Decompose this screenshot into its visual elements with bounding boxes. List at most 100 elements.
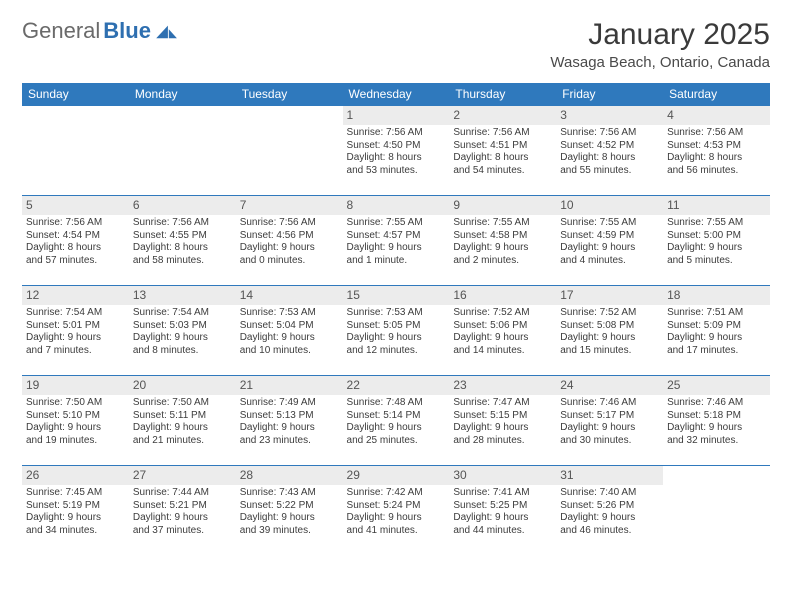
day-number: 24: [556, 376, 663, 395]
sunset-line: Sunset: 5:25 PM: [453, 500, 552, 513]
daylight-line: Daylight: 9 hoursand 10 minutes.: [240, 332, 339, 357]
sunset-line: Sunset: 5:03 PM: [133, 320, 232, 333]
sunset-line: Sunset: 5:00 PM: [667, 230, 766, 243]
calendar-day-cell: 17Sunrise: 7:52 AMSunset: 5:08 PMDayligh…: [556, 286, 663, 376]
day-number: 3: [556, 106, 663, 125]
daylight-line: Daylight: 9 hoursand 41 minutes.: [347, 512, 446, 537]
calendar-day-cell: 19Sunrise: 7:50 AMSunset: 5:10 PMDayligh…: [22, 376, 129, 466]
daylight-line: Daylight: 9 hoursand 8 minutes.: [133, 332, 232, 357]
day-header: Friday: [556, 83, 663, 106]
calendar-day-cell: 5Sunrise: 7:56 AMSunset: 4:54 PMDaylight…: [22, 196, 129, 286]
daylight-line: Daylight: 9 hoursand 46 minutes.: [560, 512, 659, 537]
sunrise-line: Sunrise: 7:56 AM: [453, 127, 552, 140]
daylight-line: Daylight: 9 hoursand 5 minutes.: [667, 242, 766, 267]
calendar-day-cell: 22Sunrise: 7:48 AMSunset: 5:14 PMDayligh…: [343, 376, 450, 466]
daylight-line: Daylight: 8 hoursand 53 minutes.: [347, 152, 446, 177]
daylight-line: Daylight: 9 hoursand 2 minutes.: [453, 242, 552, 267]
sunrise-line: Sunrise: 7:54 AM: [133, 307, 232, 320]
calendar-day-cell: .: [129, 106, 236, 196]
day-number: 11: [663, 196, 770, 215]
calendar-day-cell: 31Sunrise: 7:40 AMSunset: 5:26 PMDayligh…: [556, 466, 663, 556]
day-number: 18: [663, 286, 770, 305]
calendar-week-row: ...1Sunrise: 7:56 AMSunset: 4:50 PMDayli…: [22, 106, 770, 196]
daylight-line: Daylight: 9 hoursand 21 minutes.: [133, 422, 232, 447]
sunrise-line: Sunrise: 7:44 AM: [133, 487, 232, 500]
sunrise-line: Sunrise: 7:48 AM: [347, 397, 446, 410]
day-header: Monday: [129, 83, 236, 106]
sunrise-line: Sunrise: 7:46 AM: [667, 397, 766, 410]
calendar-day-cell: 3Sunrise: 7:56 AMSunset: 4:52 PMDaylight…: [556, 106, 663, 196]
calendar-day-cell: 20Sunrise: 7:50 AMSunset: 5:11 PMDayligh…: [129, 376, 236, 466]
day-number: 22: [343, 376, 450, 395]
calendar-day-cell: 18Sunrise: 7:51 AMSunset: 5:09 PMDayligh…: [663, 286, 770, 376]
month-title: January 2025: [550, 18, 770, 52]
sunset-line: Sunset: 5:14 PM: [347, 410, 446, 423]
daylight-line: Daylight: 9 hoursand 17 minutes.: [667, 332, 766, 357]
calendar-week-row: 26Sunrise: 7:45 AMSunset: 5:19 PMDayligh…: [22, 466, 770, 556]
day-number: 9: [449, 196, 556, 215]
sunrise-line: Sunrise: 7:55 AM: [667, 217, 766, 230]
sunrise-line: Sunrise: 7:47 AM: [453, 397, 552, 410]
day-header: Tuesday: [236, 83, 343, 106]
daylight-line: Daylight: 9 hoursand 23 minutes.: [240, 422, 339, 447]
sunset-line: Sunset: 4:50 PM: [347, 140, 446, 153]
day-number: 1: [343, 106, 450, 125]
day-number: 15: [343, 286, 450, 305]
calendar-day-cell: 8Sunrise: 7:55 AMSunset: 4:57 PMDaylight…: [343, 196, 450, 286]
calendar-day-cell: 9Sunrise: 7:55 AMSunset: 4:58 PMDaylight…: [449, 196, 556, 286]
day-number: 6: [129, 196, 236, 215]
calendar-day-cell: .: [236, 106, 343, 196]
daylight-line: Daylight: 8 hoursand 56 minutes.: [667, 152, 766, 177]
calendar-day-cell: 6Sunrise: 7:56 AMSunset: 4:55 PMDaylight…: [129, 196, 236, 286]
day-number: 30: [449, 466, 556, 485]
sunset-line: Sunset: 5:11 PM: [133, 410, 232, 423]
daylight-line: Daylight: 9 hoursand 19 minutes.: [26, 422, 125, 447]
sunset-line: Sunset: 5:18 PM: [667, 410, 766, 423]
brand-text-general: General: [22, 18, 100, 44]
calendar-day-cell: 24Sunrise: 7:46 AMSunset: 5:17 PMDayligh…: [556, 376, 663, 466]
calendar-day-cell: 12Sunrise: 7:54 AMSunset: 5:01 PMDayligh…: [22, 286, 129, 376]
daylight-line: Daylight: 8 hoursand 54 minutes.: [453, 152, 552, 177]
day-number: 31: [556, 466, 663, 485]
day-number: 12: [22, 286, 129, 305]
day-number: 28: [236, 466, 343, 485]
day-number: 16: [449, 286, 556, 305]
calendar-day-cell: 16Sunrise: 7:52 AMSunset: 5:06 PMDayligh…: [449, 286, 556, 376]
sunrise-line: Sunrise: 7:45 AM: [26, 487, 125, 500]
sunrise-line: Sunrise: 7:55 AM: [453, 217, 552, 230]
daylight-line: Daylight: 9 hoursand 44 minutes.: [453, 512, 552, 537]
brand-triangle-icon: [156, 22, 178, 40]
day-number: 29: [343, 466, 450, 485]
title-block: January 2025 Wasaga Beach, Ontario, Cana…: [550, 18, 770, 71]
calendar-day-cell: 2Sunrise: 7:56 AMSunset: 4:51 PMDaylight…: [449, 106, 556, 196]
day-number: 19: [22, 376, 129, 395]
sunset-line: Sunset: 4:53 PM: [667, 140, 766, 153]
day-number: 5: [22, 196, 129, 215]
calendar-day-cell: 7Sunrise: 7:56 AMSunset: 4:56 PMDaylight…: [236, 196, 343, 286]
page-header: General Blue January 2025 Wasaga Beach, …: [22, 18, 770, 71]
calendar-day-cell: 26Sunrise: 7:45 AMSunset: 5:19 PMDayligh…: [22, 466, 129, 556]
calendar-day-cell: 11 Sunrise: 7:55 AMSunset: 5:00 PMDayligh…: [663, 196, 770, 286]
daylight-line: Daylight: 9 hoursand 34 minutes.: [26, 512, 125, 537]
daylight-line: Daylight: 8 hoursand 58 minutes.: [133, 242, 232, 267]
sunrise-line: Sunrise: 7:51 AM: [667, 307, 766, 320]
sunrise-line: Sunrise: 7:41 AM: [453, 487, 552, 500]
calendar-day-cell: 1 Sunrise: 7:56 AMSunset: 4:50 PMDaylight…: [343, 106, 450, 196]
sunrise-line: Sunrise: 7:53 AM: [347, 307, 446, 320]
sunrise-line: Sunrise: 7:56 AM: [347, 127, 446, 140]
day-header: Thursday: [449, 83, 556, 106]
daylight-line: Daylight: 9 hoursand 12 minutes.: [347, 332, 446, 357]
day-number: 2: [449, 106, 556, 125]
daylight-line: Daylight: 9 hoursand 32 minutes.: [667, 422, 766, 447]
sunset-line: Sunset: 5:13 PM: [240, 410, 339, 423]
sunrise-line: Sunrise: 7:40 AM: [560, 487, 659, 500]
sunset-line: Sunset: 4:57 PM: [347, 230, 446, 243]
daylight-line: Daylight: 9 hoursand 28 minutes.: [453, 422, 552, 447]
sunset-line: Sunset: 5:04 PM: [240, 320, 339, 333]
daylight-line: Daylight: 9 hoursand 1 minute.: [347, 242, 446, 267]
sunrise-line: Sunrise: 7:42 AM: [347, 487, 446, 500]
sunrise-line: Sunrise: 7:52 AM: [560, 307, 659, 320]
sunset-line: Sunset: 5:22 PM: [240, 500, 339, 513]
calendar-day-cell: 28Sunrise: 7:43 AMSunset: 5:22 PMDayligh…: [236, 466, 343, 556]
daylight-line: Daylight: 9 hoursand 15 minutes.: [560, 332, 659, 357]
